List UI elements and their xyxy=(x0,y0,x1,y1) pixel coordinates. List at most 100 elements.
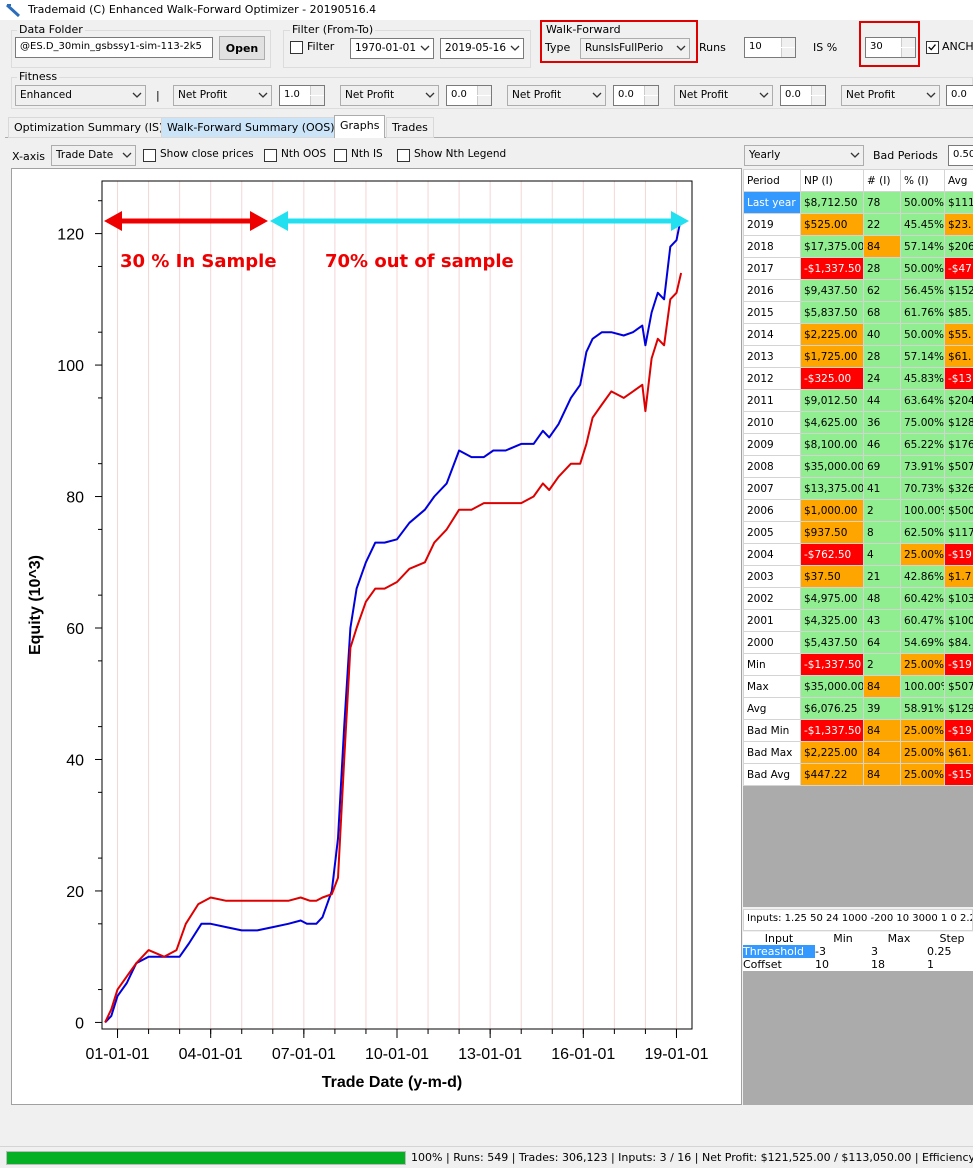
spin-up-icon[interactable] xyxy=(477,86,491,95)
inputs-cell[interactable]: 1 xyxy=(927,958,973,971)
results-row[interactable]: 2011 $9,012.50 44 63.64% $204 xyxy=(743,389,973,412)
data-folder-input[interactable]: @ES.D_30min_gsbssy1-sim-113-2k5 xyxy=(15,37,213,58)
wf-runs-spinner[interactable]: 10 xyxy=(744,37,796,58)
results-cell: $55. xyxy=(944,323,973,346)
results-row[interactable]: 2001 $4,325.00 43 60.47% $100 xyxy=(743,609,973,632)
inputs-cell[interactable]: 18 xyxy=(871,958,927,971)
results-row[interactable]: Min -$1,337.50 2 25.00% -$19 xyxy=(743,653,973,676)
tab-optimization-summary[interactable]: Optimization Summary (IS) xyxy=(8,117,170,138)
open-button[interactable]: Open xyxy=(219,36,265,60)
results-row[interactable]: 2004 -$762.50 4 25.00% -$19 xyxy=(743,543,973,566)
results-cell: 2007 xyxy=(743,477,801,500)
xaxis-select[interactable]: Trade Date xyxy=(51,145,136,166)
results-cell: -$1,337.50 xyxy=(800,653,864,676)
fitness-weight-4[interactable]: 0.0 xyxy=(780,85,826,106)
inputs-cell[interactable]: 3 xyxy=(871,945,927,958)
spin-up-icon[interactable] xyxy=(781,38,795,47)
results-row[interactable]: Avg $6,076.25 39 58.91% $129 xyxy=(743,697,973,720)
results-row[interactable]: 2002 $4,975.00 48 60.42% $103 xyxy=(743,587,973,610)
filter-from-date[interactable]: 1970-01-01 xyxy=(350,38,434,59)
fitness-metric-4[interactable]: Net Profit xyxy=(674,85,773,106)
bad-periods-input[interactable]: 0.50 xyxy=(948,145,973,166)
filter-to-date[interactable]: 2019-05-16 xyxy=(440,38,524,59)
out-of-sample-arrow xyxy=(270,211,689,231)
filter-checkbox[interactable] xyxy=(290,41,303,54)
spin-up-icon[interactable] xyxy=(644,86,658,95)
spin-up-icon[interactable] xyxy=(310,86,324,95)
fitness-metric-5[interactable]: Net Profit xyxy=(841,85,940,106)
nth-oos-checkbox[interactable] xyxy=(264,149,277,162)
results-row[interactable]: 2016 $9,437.50 62 56.45% $152 xyxy=(743,279,973,302)
results-cell: $129 xyxy=(944,697,973,720)
inputs-cell[interactable]: Coffset xyxy=(743,958,815,971)
fitness-weight-2[interactable]: 0.0 xyxy=(446,85,492,106)
spin-down-icon[interactable] xyxy=(310,96,324,105)
results-cell: 54.69% xyxy=(900,631,945,654)
results-cell: $206 xyxy=(944,235,973,258)
results-row[interactable]: 2005 $937.50 8 62.50% $117 xyxy=(743,521,973,544)
inputs-cell[interactable]: -3 xyxy=(815,945,871,958)
inputs-row[interactable]: Threashold -3 3 0.25 xyxy=(743,945,973,958)
inputs-header-cell[interactable]: Input xyxy=(743,932,815,945)
results-cell: 100.00% xyxy=(900,675,945,698)
spin-up-icon[interactable] xyxy=(811,86,825,95)
inputs-cell[interactable]: 10 xyxy=(815,958,871,971)
results-row[interactable]: 2015 $5,837.50 68 61.76% $85. xyxy=(743,301,973,324)
results-row[interactable]: Bad Avg $447.22 84 25.00% -$15 xyxy=(743,763,973,786)
results-row[interactable]: 2000 $5,437.50 64 54.69% $84. xyxy=(743,631,973,654)
results-row[interactable]: Last year $8,712.50 78 50.00% $111 xyxy=(743,191,973,214)
fitness-metric-2[interactable]: Net Profit xyxy=(340,85,439,106)
fitness-weight-3[interactable]: 0.0 xyxy=(613,85,659,106)
period-select[interactable]: Yearly xyxy=(744,145,864,166)
fitness-metric-3[interactable]: Net Profit xyxy=(507,85,606,106)
spin-down-icon[interactable] xyxy=(477,96,491,105)
results-header-cell[interactable]: % (I) xyxy=(900,169,945,192)
tab-trades[interactable]: Trades xyxy=(386,117,434,138)
results-header-cell[interactable]: NP (I) xyxy=(800,169,864,192)
tab-walk-forward-summary[interactable]: Walk-Forward Summary (OOS) xyxy=(161,117,341,138)
fitness-weight-1[interactable]: 1.0 xyxy=(279,85,325,106)
results-row[interactable]: 2008 $35,000.00 69 73.91% $507 xyxy=(743,455,973,478)
inputs-header-cell[interactable]: Max xyxy=(871,932,927,945)
fitness-metric-1[interactable]: Net Profit xyxy=(173,85,272,106)
show-close-checkbox[interactable] xyxy=(143,149,156,162)
spin-up-icon[interactable] xyxy=(901,38,915,47)
results-header-cell[interactable]: Period xyxy=(743,169,801,192)
anch-checkbox[interactable] xyxy=(926,41,939,54)
results-cell: 41 xyxy=(863,477,901,500)
results-row[interactable]: Bad Min -$1,337.50 84 25.00% -$19 xyxy=(743,719,973,742)
inputs-row[interactable]: Coffset 10 18 1 xyxy=(743,958,973,971)
results-header-cell[interactable]: Avg xyxy=(944,169,973,192)
spin-down-icon[interactable] xyxy=(901,48,915,57)
results-row[interactable]: 2017 -$1,337.50 28 50.00% -$47 xyxy=(743,257,973,280)
results-header-cell[interactable]: # (I) xyxy=(863,169,901,192)
results-row[interactable]: 2019 $525.00 22 45.45% $23. xyxy=(743,213,973,236)
results-row[interactable]: 2009 $8,100.00 46 65.22% $176 xyxy=(743,433,973,456)
results-cell: $8,712.50 xyxy=(800,191,864,214)
nth-is-checkbox[interactable] xyxy=(334,149,347,162)
results-row[interactable]: 2018 $17,375.00 84 57.14% $206 xyxy=(743,235,973,258)
inputs-cell[interactable]: Threashold xyxy=(743,945,815,958)
results-row[interactable]: 2014 $2,225.00 40 50.00% $55. xyxy=(743,323,973,346)
spin-down-icon[interactable] xyxy=(781,48,795,57)
show-nth-legend-checkbox[interactable] xyxy=(397,149,410,162)
results-row[interactable]: Bad Max $2,225.00 84 25.00% $61. xyxy=(743,741,973,764)
results-row[interactable]: 2003 $37.50 21 42.86% $1.7 xyxy=(743,565,973,588)
results-row[interactable]: 2010 $4,625.00 36 75.00% $128 xyxy=(743,411,973,434)
inputs-cell[interactable]: 0.25 xyxy=(927,945,973,958)
wf-is-spinner[interactable]: 30 xyxy=(865,37,916,58)
results-row[interactable]: 2013 $1,725.00 28 57.14% $61. xyxy=(743,345,973,368)
fitness-mode-select[interactable]: Enhanced xyxy=(15,85,146,106)
wf-type-select[interactable]: RunsIsFullPerio xyxy=(580,38,690,59)
spin-down-icon[interactable] xyxy=(811,96,825,105)
results-cell: $8,100.00 xyxy=(800,433,864,456)
inputs-header-cell[interactable]: Min xyxy=(815,932,871,945)
tab-graphs[interactable]: Graphs xyxy=(334,115,386,138)
results-row[interactable]: 2012 -$325.00 24 45.83% -$13 xyxy=(743,367,973,390)
inputs-header-cell[interactable]: Step xyxy=(927,932,973,945)
results-row[interactable]: 2007 $13,375.00 41 70.73% $326 xyxy=(743,477,973,500)
spin-down-icon[interactable] xyxy=(644,96,658,105)
fitness-weight-5[interactable]: 0.0 xyxy=(946,85,973,106)
